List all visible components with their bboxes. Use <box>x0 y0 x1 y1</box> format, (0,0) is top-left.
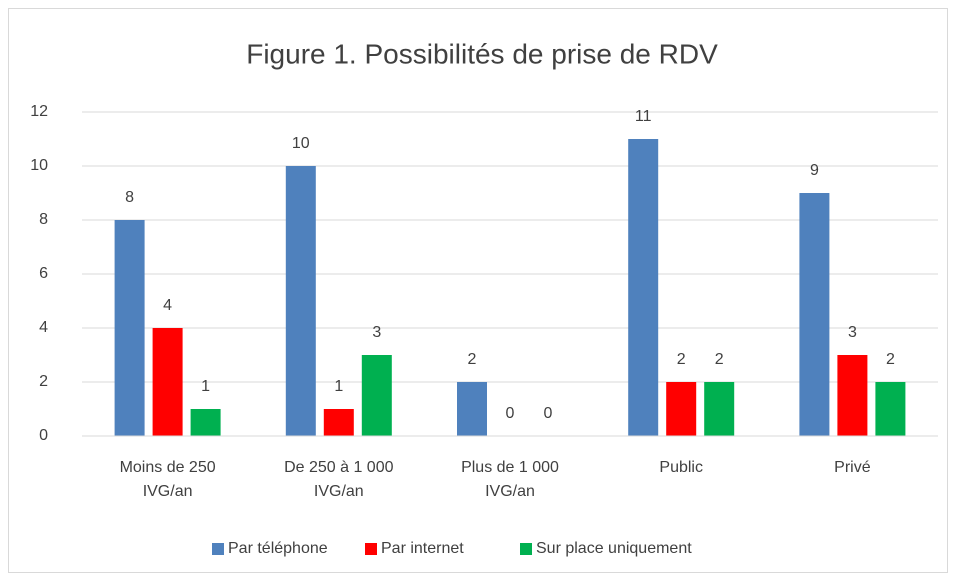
x-tick-label: Moins de 250 IVG/an <box>119 459 216 500</box>
legend-swatch <box>212 543 224 555</box>
bar <box>152 328 183 436</box>
bar <box>285 166 316 436</box>
data-label: 2 <box>468 351 477 368</box>
data-label: 11 <box>635 108 652 125</box>
data-label: 1 <box>201 378 210 395</box>
data-label: 2 <box>886 351 895 368</box>
bar <box>190 409 221 436</box>
y-tick-label: 10 <box>30 157 48 174</box>
legend-label: Par internet <box>381 540 464 557</box>
y-tick-label: 8 <box>39 211 48 228</box>
bar <box>323 409 354 436</box>
data-label: 2 <box>677 351 686 368</box>
legend-swatch <box>365 543 377 555</box>
y-tick-label: 4 <box>39 319 48 336</box>
y-tick-label: 0 <box>39 427 48 444</box>
bar <box>837 355 868 436</box>
bar <box>457 382 487 436</box>
chart-title: Figure 1. Possibilités de prise de RDV <box>246 38 718 69</box>
bar <box>704 382 735 436</box>
data-label: 8 <box>125 189 134 206</box>
bar <box>875 382 906 436</box>
x-tick-label: Public <box>659 459 703 476</box>
bar <box>628 139 659 436</box>
y-tick-label: 2 <box>39 373 48 390</box>
chart-frame <box>8 8 948 573</box>
legend-label: Sur place uniquement <box>536 540 692 557</box>
data-label: 3 <box>848 324 857 341</box>
bar <box>799 193 830 436</box>
data-label: 2 <box>715 351 724 368</box>
y-tick-label: 6 <box>39 265 48 282</box>
data-label: 10 <box>292 135 310 152</box>
bar <box>361 355 392 436</box>
legend-label: Par téléphone <box>228 540 328 557</box>
bar <box>114 220 145 436</box>
data-label: 1 <box>334 378 343 395</box>
x-tick-label: Privé <box>834 459 871 476</box>
x-tick-label: De 250 à 1 000 IVG/an <box>284 459 394 500</box>
data-label: 0 <box>506 405 515 422</box>
data-label: 4 <box>163 297 172 314</box>
y-tick-label: 12 <box>30 103 48 120</box>
legend-swatch <box>520 543 532 555</box>
x-tick-label: Plus de 1 000 IVG/an <box>461 459 559 500</box>
bar <box>666 382 697 436</box>
data-label: 0 <box>544 405 553 422</box>
data-label: 3 <box>372 324 381 341</box>
data-label: 9 <box>810 162 819 179</box>
